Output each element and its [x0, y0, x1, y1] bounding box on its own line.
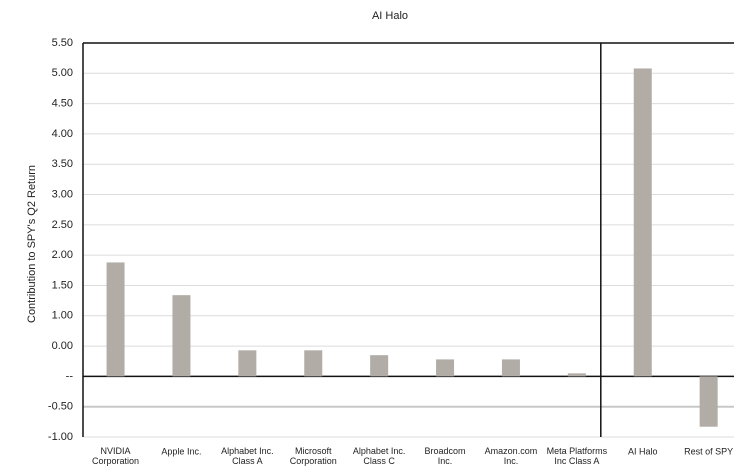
x-tick-label: Meta Platforms Inc Class A — [547, 446, 608, 466]
x-tick-label: Amazon.com Inc. — [485, 446, 538, 466]
bar — [436, 359, 455, 377]
bar — [106, 262, 125, 377]
bar — [370, 355, 389, 377]
x-tick-label: Rest of SPY — [684, 446, 733, 456]
y-tick-label: 4.00 — [52, 128, 73, 140]
bar — [172, 295, 191, 377]
y-tick-label: 3.00 — [52, 188, 73, 200]
y-tick-label: 2.00 — [52, 249, 73, 261]
bar — [567, 373, 586, 377]
y-axis-title: Contribution to SPY's Q2 Return — [26, 165, 38, 323]
chart-title: AI Halo — [372, 10, 408, 22]
x-tick-label: Alphabet Inc. Class C — [353, 446, 406, 466]
y-tick-label: 5.50 — [52, 37, 73, 49]
y-tick-label: 0.00 — [52, 340, 73, 352]
y-tick-label: 3.50 — [52, 158, 73, 170]
y-tick-label: 2.50 — [52, 219, 73, 231]
x-tick-label: Alphabet Inc. Class A — [221, 446, 274, 466]
y-tick-label: -0.50 — [48, 401, 73, 413]
x-tick-label: Broadcom Inc. — [425, 446, 466, 466]
y-tick-label: 4.50 — [52, 98, 73, 110]
bar — [304, 350, 323, 377]
bar — [238, 350, 257, 377]
bar — [633, 68, 652, 377]
bar — [501, 359, 520, 377]
y-tick-label: 1.50 — [52, 279, 73, 291]
bar — [699, 376, 718, 427]
x-tick-label: Microsoft Corporation — [290, 446, 337, 466]
y-tick-label: -- — [66, 370, 74, 382]
x-tick-label: Apple Inc. — [161, 446, 201, 456]
y-tick-label: 5.00 — [52, 67, 73, 79]
y-tick-label: 1.00 — [52, 310, 73, 322]
x-tick-label: AI Halo — [628, 446, 658, 456]
x-tick-label: NVIDIA Corporation — [92, 446, 139, 466]
y-tick-label: -1.00 — [48, 431, 73, 443]
